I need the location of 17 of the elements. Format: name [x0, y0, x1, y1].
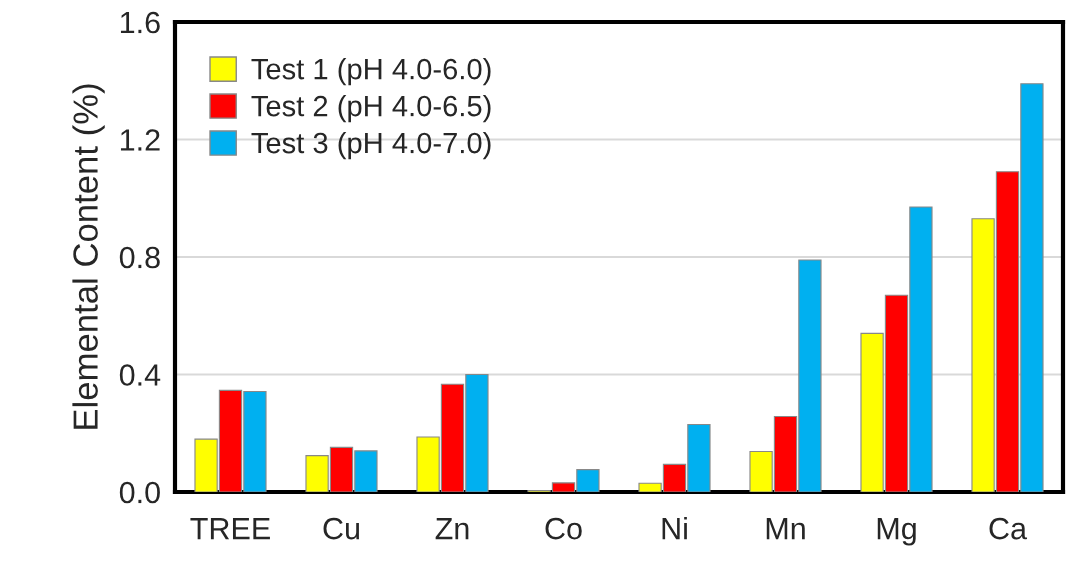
legend-label: Test 1 (pH 4.0-6.0): [251, 58, 491, 86]
y-tick-label: 0.8: [119, 246, 160, 269]
x-tick-label: Cu: [323, 517, 359, 540]
x-tick-label: Mn: [766, 518, 805, 540]
y-tick-label: 0.0: [119, 481, 160, 504]
legend-label: Test 2 (pH 4.0-6.5): [251, 95, 491, 123]
y-tick-label: 1.6: [120, 11, 160, 34]
y-tick-label: 1.2: [120, 129, 160, 151]
x-tick-label: Zn: [435, 518, 469, 540]
y-axis-title: Elemental Content (%): [72, 84, 105, 429]
x-tick-label: Mg: [877, 518, 916, 546]
x-tick-label: TREE: [190, 518, 270, 540]
x-tick-label: Co: [545, 517, 582, 540]
x-tick-label: Ni: [662, 517, 687, 540]
x-tick-label: Ca: [989, 517, 1028, 540]
legend-label: Test 3 (pH 4.0-7.0): [251, 131, 491, 160]
y-tick-label: 0.4: [119, 364, 161, 386]
